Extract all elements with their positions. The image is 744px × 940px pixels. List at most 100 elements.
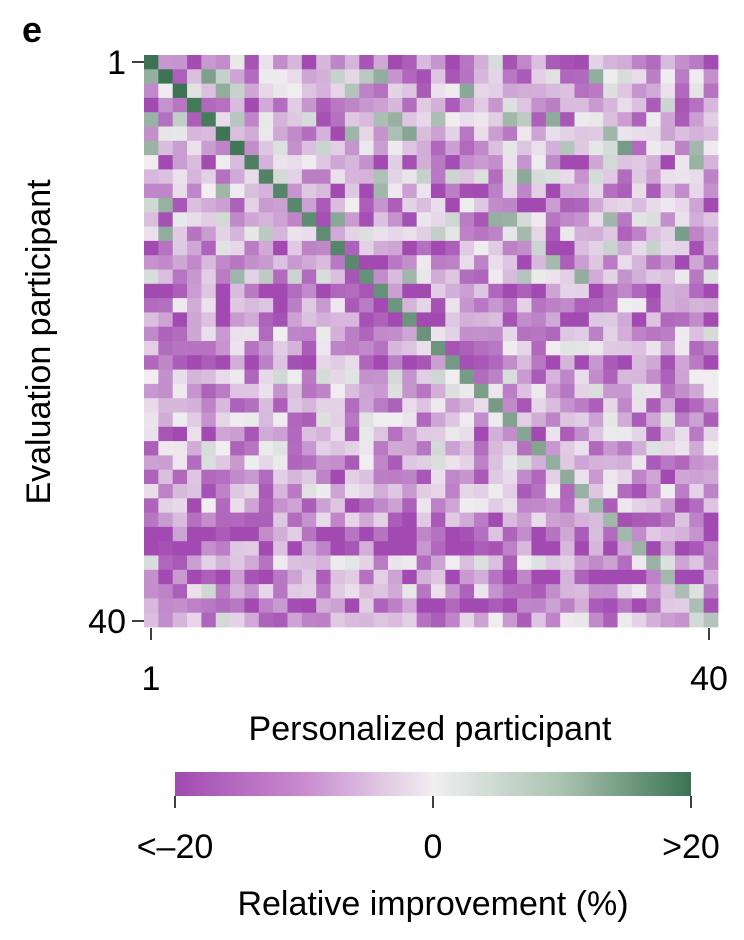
heatmap-cell <box>603 412 618 428</box>
heatmap-cell <box>187 326 202 342</box>
heatmap-cell <box>502 83 518 99</box>
heatmap-cell <box>459 298 475 313</box>
heatmap-cell <box>502 584 518 599</box>
heatmap-cell <box>301 341 317 356</box>
heatmap-cell <box>215 240 231 256</box>
heatmap-cell <box>445 598 461 614</box>
heatmap-cell <box>459 484 475 499</box>
heatmap-cell <box>689 484 705 499</box>
heatmap-cell <box>502 383 518 399</box>
heatmap-cell <box>416 326 432 342</box>
heatmap-cell <box>703 584 719 599</box>
heatmap-cell <box>445 355 461 370</box>
heatmap-cell <box>144 269 159 285</box>
heatmap-cell <box>144 112 159 127</box>
heatmap-cell <box>287 126 303 142</box>
heatmap-cell <box>488 240 504 256</box>
heatmap-cell <box>373 255 389 270</box>
heatmap-cell <box>674 97 690 113</box>
heatmap-cell <box>244 526 260 542</box>
heatmap-cell <box>201 369 217 385</box>
heatmap-cell <box>560 412 575 428</box>
heatmap-cell <box>531 526 547 542</box>
heatmap-cell <box>660 255 676 270</box>
heatmap-cell <box>674 341 690 356</box>
heatmap-cell <box>488 398 504 413</box>
heatmap-cell <box>187 112 202 127</box>
heatmap-cell <box>631 555 647 571</box>
heatmap-cell <box>617 412 633 428</box>
heatmap-cell <box>387 355 403 370</box>
heatmap-cell <box>359 426 374 442</box>
heatmap-cell <box>459 140 475 156</box>
heatmap-cell <box>459 312 475 328</box>
heatmap-cell <box>531 240 547 256</box>
heatmap-cell <box>258 541 274 556</box>
heatmap-cell <box>703 283 719 299</box>
heatmap-cell <box>387 283 403 299</box>
heatmap-cell <box>703 426 719 442</box>
heatmap-cell <box>359 612 374 628</box>
heatmap-cell <box>431 140 446 156</box>
heatmap-cell <box>258 498 274 513</box>
heatmap-cell <box>273 183 288 199</box>
heatmap-cell <box>431 441 446 456</box>
heatmap-cell <box>244 69 260 84</box>
heatmap-cell <box>158 298 174 313</box>
heatmap-cell <box>545 140 561 156</box>
heatmap-cell <box>215 455 231 471</box>
heatmap-cell <box>703 298 719 313</box>
heatmap-cell <box>158 612 174 628</box>
heatmap-cell <box>617 97 633 113</box>
heatmap-cell <box>531 555 547 571</box>
heatmap-cell <box>301 541 317 556</box>
heatmap-cell <box>172 69 188 84</box>
heatmap-cell <box>172 240 188 256</box>
heatmap-cell <box>201 140 217 156</box>
heatmap-cell <box>631 469 647 485</box>
heatmap-cell <box>431 569 446 585</box>
heatmap-cell <box>373 55 389 70</box>
heatmap-cell <box>674 112 690 127</box>
heatmap-cell <box>158 541 174 556</box>
heatmap-cell <box>660 426 676 442</box>
heatmap-cell <box>416 255 432 270</box>
heatmap-cell <box>560 512 575 528</box>
heatmap-cell <box>416 484 432 499</box>
heatmap-cell <box>344 198 360 213</box>
heatmap-cell <box>416 69 432 84</box>
heatmap-cell <box>517 426 532 442</box>
heatmap-cell <box>703 341 719 356</box>
heatmap-cell <box>230 398 245 413</box>
heatmap-cell <box>230 612 245 628</box>
heatmap-cell <box>344 498 360 513</box>
heatmap-cell <box>215 369 231 385</box>
heatmap-cell <box>445 484 461 499</box>
heatmap-cell <box>402 198 418 213</box>
x-axis-label: Personalized participant <box>249 710 612 748</box>
heatmap-cell <box>445 312 461 328</box>
heatmap-cell <box>244 369 260 385</box>
heatmap-cell <box>617 240 633 256</box>
heatmap-cell <box>574 55 590 70</box>
heatmap-cell <box>172 312 188 328</box>
heatmap-cell <box>273 255 288 270</box>
heatmap-cell <box>359 584 374 599</box>
heatmap-cell <box>316 240 331 256</box>
heatmap-cell <box>531 584 547 599</box>
heatmap-cell <box>674 83 690 99</box>
heatmap-cell <box>617 426 633 442</box>
heatmap-cell <box>517 97 532 113</box>
heatmap-cell <box>344 441 360 456</box>
heatmap-cell <box>187 283 202 299</box>
heatmap-cell <box>273 97 288 113</box>
heatmap-cell <box>588 169 604 185</box>
heatmap-cell <box>316 198 331 213</box>
heatmap-cell <box>258 326 274 342</box>
heatmap-cell <box>344 526 360 542</box>
heatmap-cell <box>215 398 231 413</box>
heatmap-cell <box>474 183 489 199</box>
heatmap-cell <box>144 612 159 628</box>
heatmap-cell <box>201 569 217 585</box>
heatmap-cell <box>431 512 446 528</box>
